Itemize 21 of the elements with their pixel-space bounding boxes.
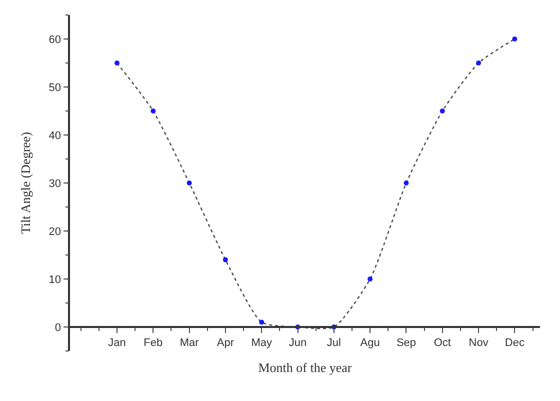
y-tick-label: 0 [54, 322, 62, 334]
x-tick-label: Jul [326, 336, 341, 349]
y-tick-label: 30 [48, 178, 62, 190]
x-tick-label: Agu [360, 336, 380, 349]
y-tick-label: 20 [48, 226, 62, 238]
y-tick-label: 10 [48, 274, 62, 286]
y-tick-label: 40 [48, 130, 62, 142]
x-tick-label: Feb [144, 336, 163, 349]
x-tick-label: Sep [396, 336, 416, 349]
x-tick-label: May [251, 336, 273, 349]
x-tick-label: Apr [216, 336, 234, 349]
x-tick-label: Oct [434, 336, 451, 349]
x-tick-label: Nov [468, 336, 489, 349]
y-tick-label: 60 [48, 34, 62, 46]
x-tick-label: Jan [108, 336, 126, 349]
y-tick-label: 50 [48, 82, 62, 94]
x-tick-label: Jun [288, 336, 307, 349]
y-axis-title: Tilt Angle (Degree) [18, 132, 34, 234]
x-axis-title: Month of the year [258, 360, 352, 376]
x-tick-label: Dec [504, 336, 525, 349]
x-tick-label: Mar [180, 336, 200, 349]
